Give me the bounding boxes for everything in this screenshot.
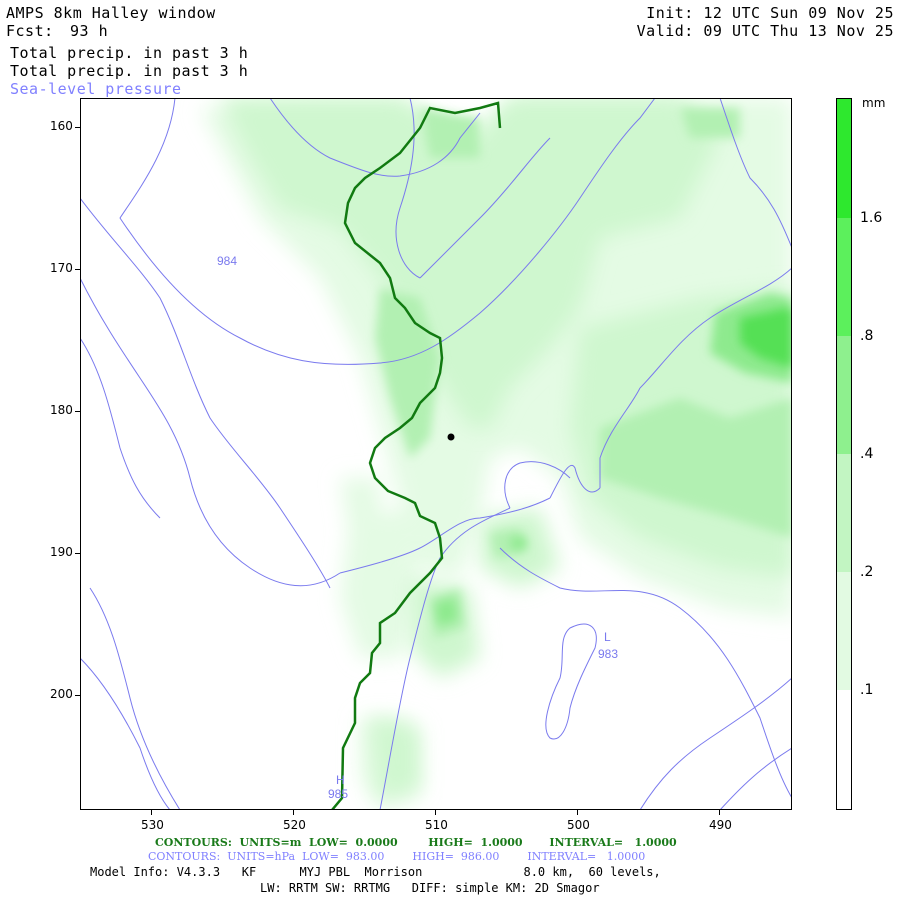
y-tick-mark bbox=[75, 269, 80, 270]
footer-model-info: Model Info: V4.3.3 KF MYJ PBL Morrison 8… bbox=[90, 865, 661, 879]
colorbar-swatch-3 bbox=[836, 336, 852, 454]
colorbar-unit: mm bbox=[862, 96, 886, 110]
map-title: AMPS 8km Halley window bbox=[6, 4, 216, 22]
x-tick-490: 490 bbox=[709, 818, 732, 832]
forecast-value: 93 h bbox=[70, 22, 109, 40]
isobar-label-983: 983 bbox=[598, 647, 618, 661]
isobars bbox=[80, 98, 792, 810]
colorbar-swatch-2 bbox=[836, 218, 852, 336]
low-marker: L bbox=[604, 630, 611, 644]
field-label-slp: Sea-level pressure bbox=[10, 80, 182, 98]
x-tick-530: 530 bbox=[141, 818, 164, 832]
y-tick-mark bbox=[75, 411, 80, 412]
x-tick-mark bbox=[577, 810, 578, 815]
y-tick-180: 180 bbox=[50, 403, 73, 417]
colorbar bbox=[836, 98, 852, 810]
precip-map: 984 L 983 H 985 bbox=[80, 98, 792, 810]
colorbar-label-0-4: .4 bbox=[860, 446, 874, 462]
isobar-label-984: 984 bbox=[217, 254, 237, 268]
colorbar-label-0-1: .1 bbox=[860, 682, 874, 698]
colorbar-swatch-1 bbox=[836, 98, 852, 218]
valid-time: Valid: 09 UTC Thu 13 Nov 25 bbox=[636, 22, 894, 40]
x-tick-mark bbox=[293, 810, 294, 815]
forecast-label: Fcst: bbox=[6, 22, 54, 40]
y-tick-mark bbox=[75, 695, 80, 696]
precip-shading-08 bbox=[740, 308, 792, 368]
colorbar-label-1-6: 1.6 bbox=[860, 210, 883, 226]
isobar-label-985: 985 bbox=[328, 787, 348, 801]
y-tick-190: 190 bbox=[50, 545, 73, 559]
colorbar-frame bbox=[836, 98, 852, 810]
y-tick-170: 170 bbox=[50, 261, 73, 275]
precip-shading-02 bbox=[375, 108, 792, 638]
high-marker: H bbox=[336, 773, 345, 787]
colorbar-swatch-5 bbox=[836, 572, 852, 690]
y-tick-mark bbox=[75, 553, 80, 554]
x-tick-500: 500 bbox=[567, 818, 590, 832]
x-tick-520: 520 bbox=[283, 818, 306, 832]
x-tick-mark bbox=[151, 810, 152, 815]
field-label-2: Total precip. in past 3 h bbox=[10, 62, 249, 80]
colorbar-label-0-2: .2 bbox=[860, 564, 874, 580]
y-tick-mark bbox=[75, 127, 80, 128]
footer-contours-coast: CONTOURS: UNITS=m LOW= 0.0000 HIGH= 1.00… bbox=[155, 836, 677, 849]
colorbar-swatch-4 bbox=[836, 454, 852, 572]
y-tick-160: 160 bbox=[50, 119, 73, 133]
footer-physics-info: LW: RRTM SW: RRTMG DIFF: simple KM: 2D S… bbox=[260, 881, 600, 895]
footer-contours-slp: CONTOURS: UNITS=hPa LOW= 983.00 HIGH= 98… bbox=[148, 850, 646, 863]
x-tick-mark bbox=[719, 810, 720, 815]
colorbar-swatch-6 bbox=[836, 690, 852, 810]
coastline bbox=[331, 101, 502, 810]
field-label-1: Total precip. in past 3 h bbox=[10, 44, 249, 62]
y-tick-200: 200 bbox=[50, 687, 73, 701]
station-marker bbox=[447, 433, 455, 441]
colorbar-label-0-8: .8 bbox=[860, 328, 874, 344]
x-tick-510: 510 bbox=[425, 818, 448, 832]
x-tick-mark bbox=[435, 810, 436, 815]
map-frame bbox=[80, 98, 792, 810]
init-time: Init: 12 UTC Sun 09 Nov 25 bbox=[646, 4, 894, 22]
